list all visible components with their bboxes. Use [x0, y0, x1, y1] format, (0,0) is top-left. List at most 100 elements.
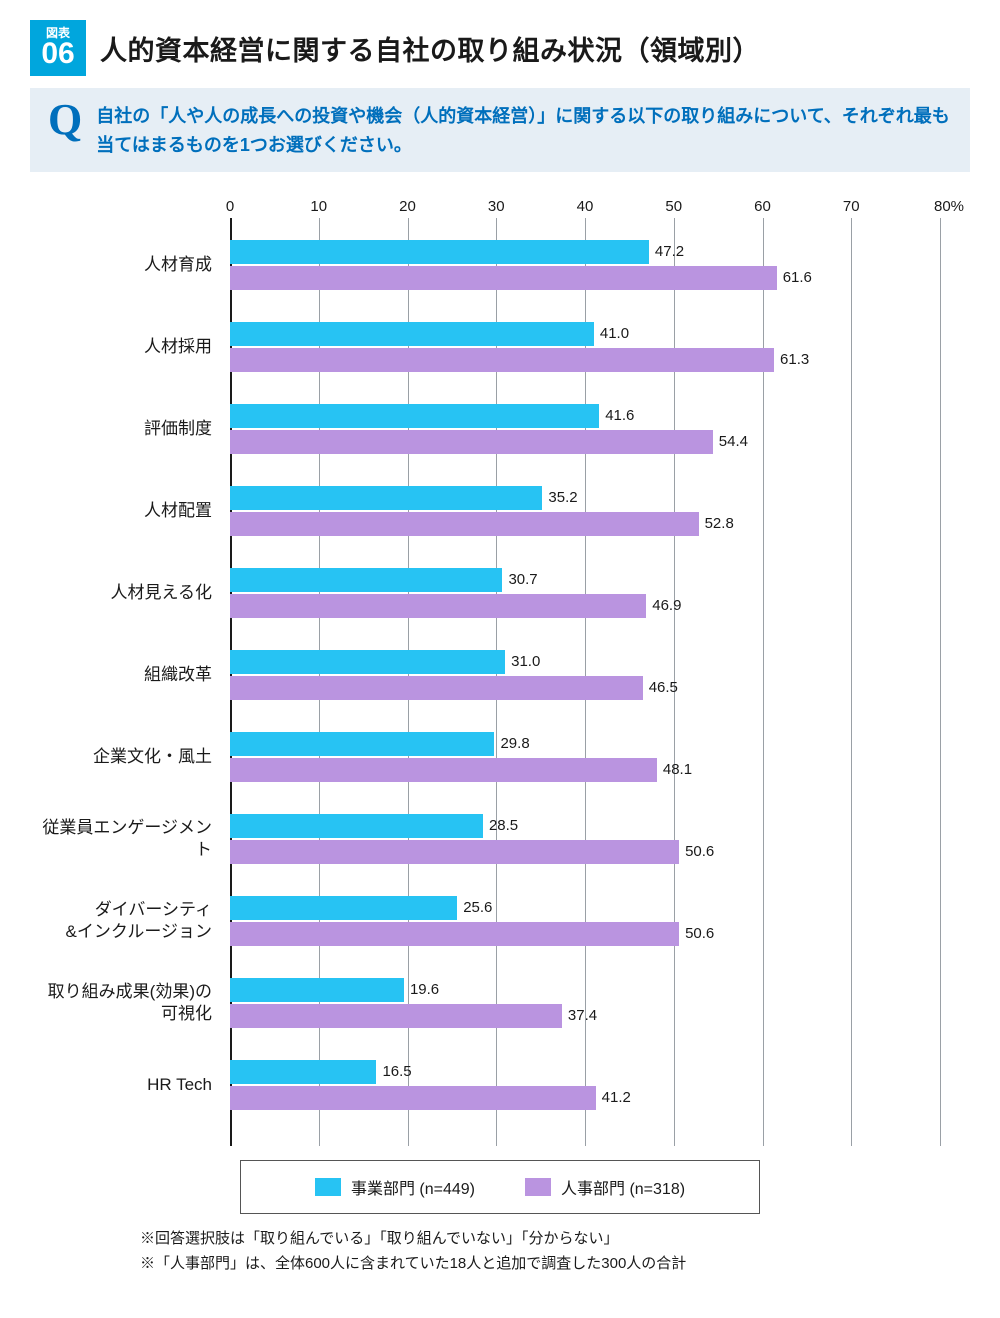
bar-value-label: 50.6: [679, 925, 714, 942]
bar-value-label: 52.8: [699, 515, 734, 532]
footnote-line: ※回答選択肢は「取り組んでいる」「取り組んでいない」「分からない」: [140, 1226, 970, 1252]
bar-value-label: 28.5: [483, 817, 518, 834]
plot-area: 人材育成47.261.6人材採用41.061.3評価制度41.654.4人材配置…: [230, 224, 940, 1126]
bar-row: 37.4: [230, 1004, 940, 1028]
category-label: 従業員エンゲージメント: [30, 817, 220, 861]
bar-value-label: 29.8: [494, 735, 529, 752]
category-group: 組織改革31.046.5: [230, 634, 940, 716]
legend-item: 事業部門 (n=449): [315, 1175, 475, 1199]
bar: [230, 1060, 376, 1084]
category-group: 従業員エンゲージメント28.550.6: [230, 798, 940, 880]
bar: [230, 486, 542, 510]
figure-header: 図表 06 人的資本経営に関する自社の取り組み状況（領域別）: [30, 20, 970, 76]
legend-label: 事業部門 (n=449): [351, 1175, 475, 1199]
bar: [230, 814, 483, 838]
bar: [230, 594, 646, 618]
category-group: 人材採用41.061.3: [230, 306, 940, 388]
bar: [230, 348, 774, 372]
legend-label: 人事部門 (n=318): [561, 1175, 685, 1199]
bar-row: 41.6: [230, 404, 940, 428]
x-tick: 60: [754, 198, 771, 215]
bar: [230, 650, 505, 674]
category-group: 人材見える化30.746.9: [230, 552, 940, 634]
bar-row: 48.1: [230, 758, 940, 782]
bar-row: 50.6: [230, 922, 940, 946]
bar-value-label: 50.6: [679, 843, 714, 860]
category-group: ダイバーシティ&インクルージョン25.650.6: [230, 880, 940, 962]
bar-row: 50.6: [230, 840, 940, 864]
category-group: 人材育成47.261.6: [230, 224, 940, 306]
bar-row: 46.9: [230, 594, 940, 618]
bar: [230, 404, 599, 428]
bar-value-label: 37.4: [562, 1007, 597, 1024]
legend-swatch: [315, 1178, 341, 1196]
category-label: 組織改革: [30, 664, 220, 686]
bar-value-label: 25.6: [457, 899, 492, 916]
figure-title: 人的資本経営に関する自社の取り組み状況（領域別）: [100, 29, 760, 68]
bar: [230, 732, 494, 756]
category-label: 評価制度: [30, 418, 220, 440]
legend-item: 人事部門 (n=318): [525, 1175, 685, 1199]
category-group: 人材配置35.252.8: [230, 470, 940, 552]
category-label: 人材配置: [30, 500, 220, 522]
x-tick: 30: [488, 198, 505, 215]
bar: [230, 896, 457, 920]
bar: [230, 840, 679, 864]
gridline: [940, 218, 941, 1146]
bar-row: 35.2: [230, 486, 940, 510]
x-tick: 0: [226, 198, 234, 215]
footnotes: ※回答選択肢は「取り組んでいる」「取り組んでいない」「分からない」※「人事部門」…: [140, 1226, 970, 1277]
footnote-line: ※「人事部門」は、全体600人に含まれていた18人と追加で調査した300人の合計: [140, 1251, 970, 1277]
chart: 01020304050607080% 人材育成47.261.6人材採用41.06…: [40, 198, 940, 1126]
question-mark-icon: Q: [48, 98, 82, 142]
bar-value-label: 41.6: [599, 407, 634, 424]
question-box: Q 自社の「人や人の成長への投資や機会（人的資本経営）」に関する以下の取り組みに…: [30, 88, 970, 172]
legend-swatch: [525, 1178, 551, 1196]
bar-value-label: 41.2: [596, 1089, 631, 1106]
question-text: 自社の「人や人の成長への投資や機会（人的資本経営）」に関する以下の取り組みについ…: [96, 98, 952, 160]
category-label: HR Tech: [30, 1074, 220, 1096]
bar: [230, 978, 404, 1002]
bar-row: 28.5: [230, 814, 940, 838]
bar-row: 30.7: [230, 568, 940, 592]
bar-row: 19.6: [230, 978, 940, 1002]
bar-value-label: 48.1: [657, 761, 692, 778]
bar-row: 54.4: [230, 430, 940, 454]
category-group: 評価制度41.654.4: [230, 388, 940, 470]
x-tick: 70: [843, 198, 860, 215]
x-tick: 50: [665, 198, 682, 215]
category-label: 企業文化・風土: [30, 746, 220, 768]
category-label: 人材育成: [30, 254, 220, 276]
x-tick: 40: [577, 198, 594, 215]
category-group: 企業文化・風土29.848.1: [230, 716, 940, 798]
x-tick: 80%: [934, 198, 964, 215]
bar-value-label: 41.0: [594, 325, 629, 342]
bar-value-label: 46.9: [646, 597, 681, 614]
bar: [230, 922, 679, 946]
bar-row: 61.6: [230, 266, 940, 290]
bar: [230, 1086, 596, 1110]
bar: [230, 266, 777, 290]
bar-row: 41.0: [230, 322, 940, 346]
bar: [230, 512, 699, 536]
category-label: 取り組み成果(効果)の可視化: [30, 981, 220, 1025]
bar: [230, 758, 657, 782]
bar-value-label: 61.3: [774, 351, 809, 368]
bar-value-label: 30.7: [502, 571, 537, 588]
bar-value-label: 47.2: [649, 243, 684, 260]
category-group: HR Tech16.541.2: [230, 1044, 940, 1126]
x-tick: 10: [310, 198, 327, 215]
bar: [230, 676, 643, 700]
bar: [230, 240, 649, 264]
bar-value-label: 31.0: [505, 653, 540, 670]
bar-value-label: 54.4: [713, 433, 748, 450]
legend: 事業部門 (n=449) 人事部門 (n=318): [240, 1160, 760, 1214]
category-label: 人材採用: [30, 336, 220, 358]
bar-row: 31.0: [230, 650, 940, 674]
bar-value-label: 16.5: [376, 1063, 411, 1080]
bar: [230, 322, 594, 346]
category-label: 人材見える化: [30, 582, 220, 604]
category-label: ダイバーシティ&インクルージョン: [30, 899, 220, 943]
bar-value-label: 61.6: [777, 269, 812, 286]
bar-row: 47.2: [230, 240, 940, 264]
